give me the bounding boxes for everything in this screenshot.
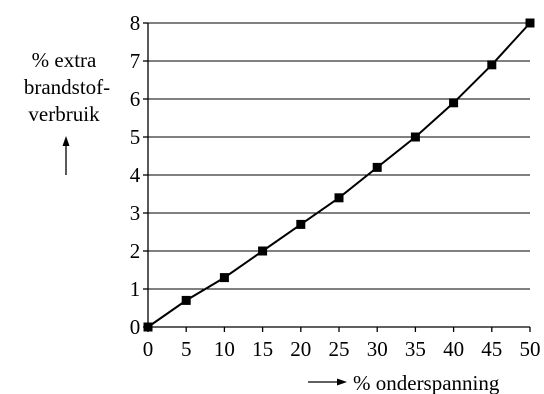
x-tick-label: 15 (252, 337, 273, 361)
data-point (334, 193, 344, 203)
x-tick-label: 0 (143, 337, 154, 361)
data-point (181, 295, 191, 305)
data-point (258, 246, 268, 256)
data-point (525, 18, 535, 28)
data-point (449, 98, 459, 108)
axes (143, 22, 531, 332)
x-tick-label: 10 (214, 337, 235, 361)
y-tick-label: 4 (130, 163, 141, 187)
x-tick-label: 5 (181, 337, 192, 361)
y-tick-label: 5 (130, 125, 141, 149)
y-axis-title: % extra brandstof- verbruik (24, 48, 110, 175)
y-tick-label: 3 (130, 201, 141, 225)
x-tick-label: 30 (367, 337, 388, 361)
y-axis-title-line-3: verbruik (28, 102, 100, 126)
y-axis-title-line-1: % extra (32, 48, 97, 72)
x-tick-label: 20 (290, 337, 311, 361)
x-tick-label: 25 (329, 337, 350, 361)
y-axis-title-line-2: brandstof- (24, 75, 110, 99)
gridlines (148, 22, 530, 328)
y-tick-label: 8 (130, 11, 141, 35)
y-tick-label: 0 (130, 315, 141, 339)
y-tick-label: 2 (130, 239, 141, 263)
x-tick-label: 50 (520, 337, 541, 361)
data-point (296, 219, 306, 229)
x-axis-title: % onderspanning (308, 371, 500, 394)
y-tick-label: 1 (130, 277, 141, 301)
data-point (143, 322, 153, 332)
data-point (487, 60, 497, 70)
data-point (219, 273, 229, 283)
y-tick-labels: 0 1 2 3 4 5 6 7 8 (130, 11, 141, 339)
x-tick-label: 35 (405, 337, 426, 361)
x-tick-labels: 0 5 10 15 20 25 30 35 40 45 50 (143, 337, 541, 361)
x-tick-label: 40 (443, 337, 464, 361)
x-axis-title-text: % onderspanning (353, 371, 500, 394)
x-tick-label: 45 (481, 337, 502, 361)
data-point (410, 132, 420, 142)
y-tick-label: 7 (130, 49, 141, 73)
y-tick-label: 6 (130, 87, 141, 111)
data-point (372, 162, 382, 172)
y-arrow-icon (62, 136, 70, 175)
x-arrow-icon (308, 378, 347, 386)
data-series (143, 18, 535, 332)
